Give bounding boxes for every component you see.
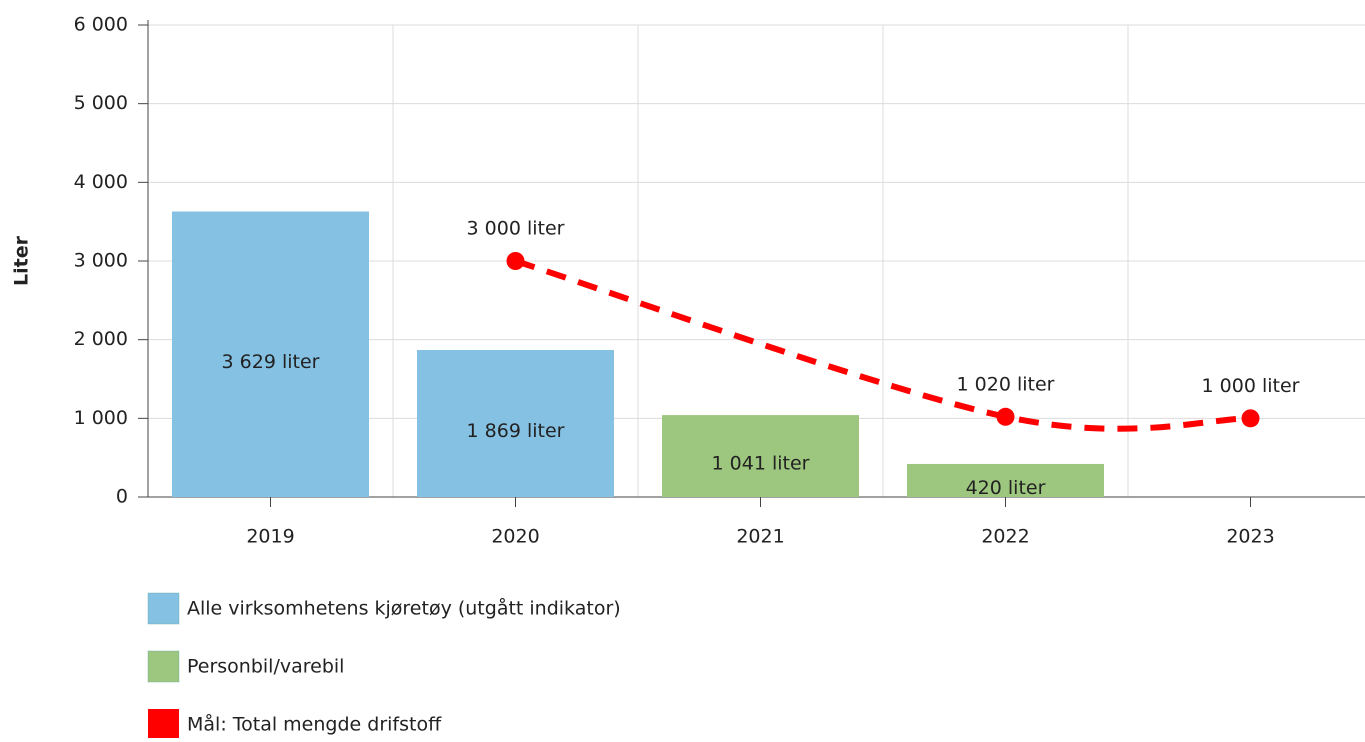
bar <box>662 415 859 497</box>
x-tick-label: 2021 <box>736 526 784 548</box>
legend-label: Alle virksomhetens kjøretøy (utgått indi… <box>187 597 621 620</box>
legend-swatch <box>148 709 179 740</box>
data-label: 3 629 liter <box>222 351 320 373</box>
y-tick-label: 2 000 <box>74 328 128 350</box>
target-line <box>514 258 1251 432</box>
legend-swatch <box>147 592 180 625</box>
x-tick-label: 2020 <box>491 526 539 548</box>
legend-swatch <box>147 650 180 683</box>
data-label: 1 869 liter <box>467 420 565 442</box>
y-tick-label: 6 000 <box>74 14 128 36</box>
y-tick-label: 5 000 <box>74 92 128 114</box>
data-label: 420 liter <box>966 477 1046 499</box>
target-point <box>506 252 525 270</box>
target-point <box>996 407 1015 426</box>
bar <box>172 211 369 497</box>
y-tick-label: 1 000 <box>74 407 128 429</box>
y-tick-label: 0 <box>116 486 128 508</box>
y-tick-label: 4 000 <box>74 171 128 193</box>
x-tick-label: 2023 <box>1226 526 1274 548</box>
target-point <box>1241 409 1260 428</box>
y-tick-label: 3 000 <box>74 250 128 272</box>
x-tick-label: 2022 <box>981 526 1029 548</box>
x-tick-label: 2019 <box>246 526 294 548</box>
data-label: 3 000 liter <box>467 218 565 240</box>
y-axis-label: Liter <box>11 235 33 286</box>
legend-label: Mål: Total mengde drifstoff <box>187 713 442 736</box>
data-label: 1 020 liter <box>957 373 1055 395</box>
bar <box>907 463 1104 497</box>
data-label: 1 000 liter <box>1202 375 1300 397</box>
bar <box>417 349 614 497</box>
legend-label: Personbil/varebil <box>187 656 344 678</box>
data-label: 1 041 liter <box>712 453 810 475</box>
